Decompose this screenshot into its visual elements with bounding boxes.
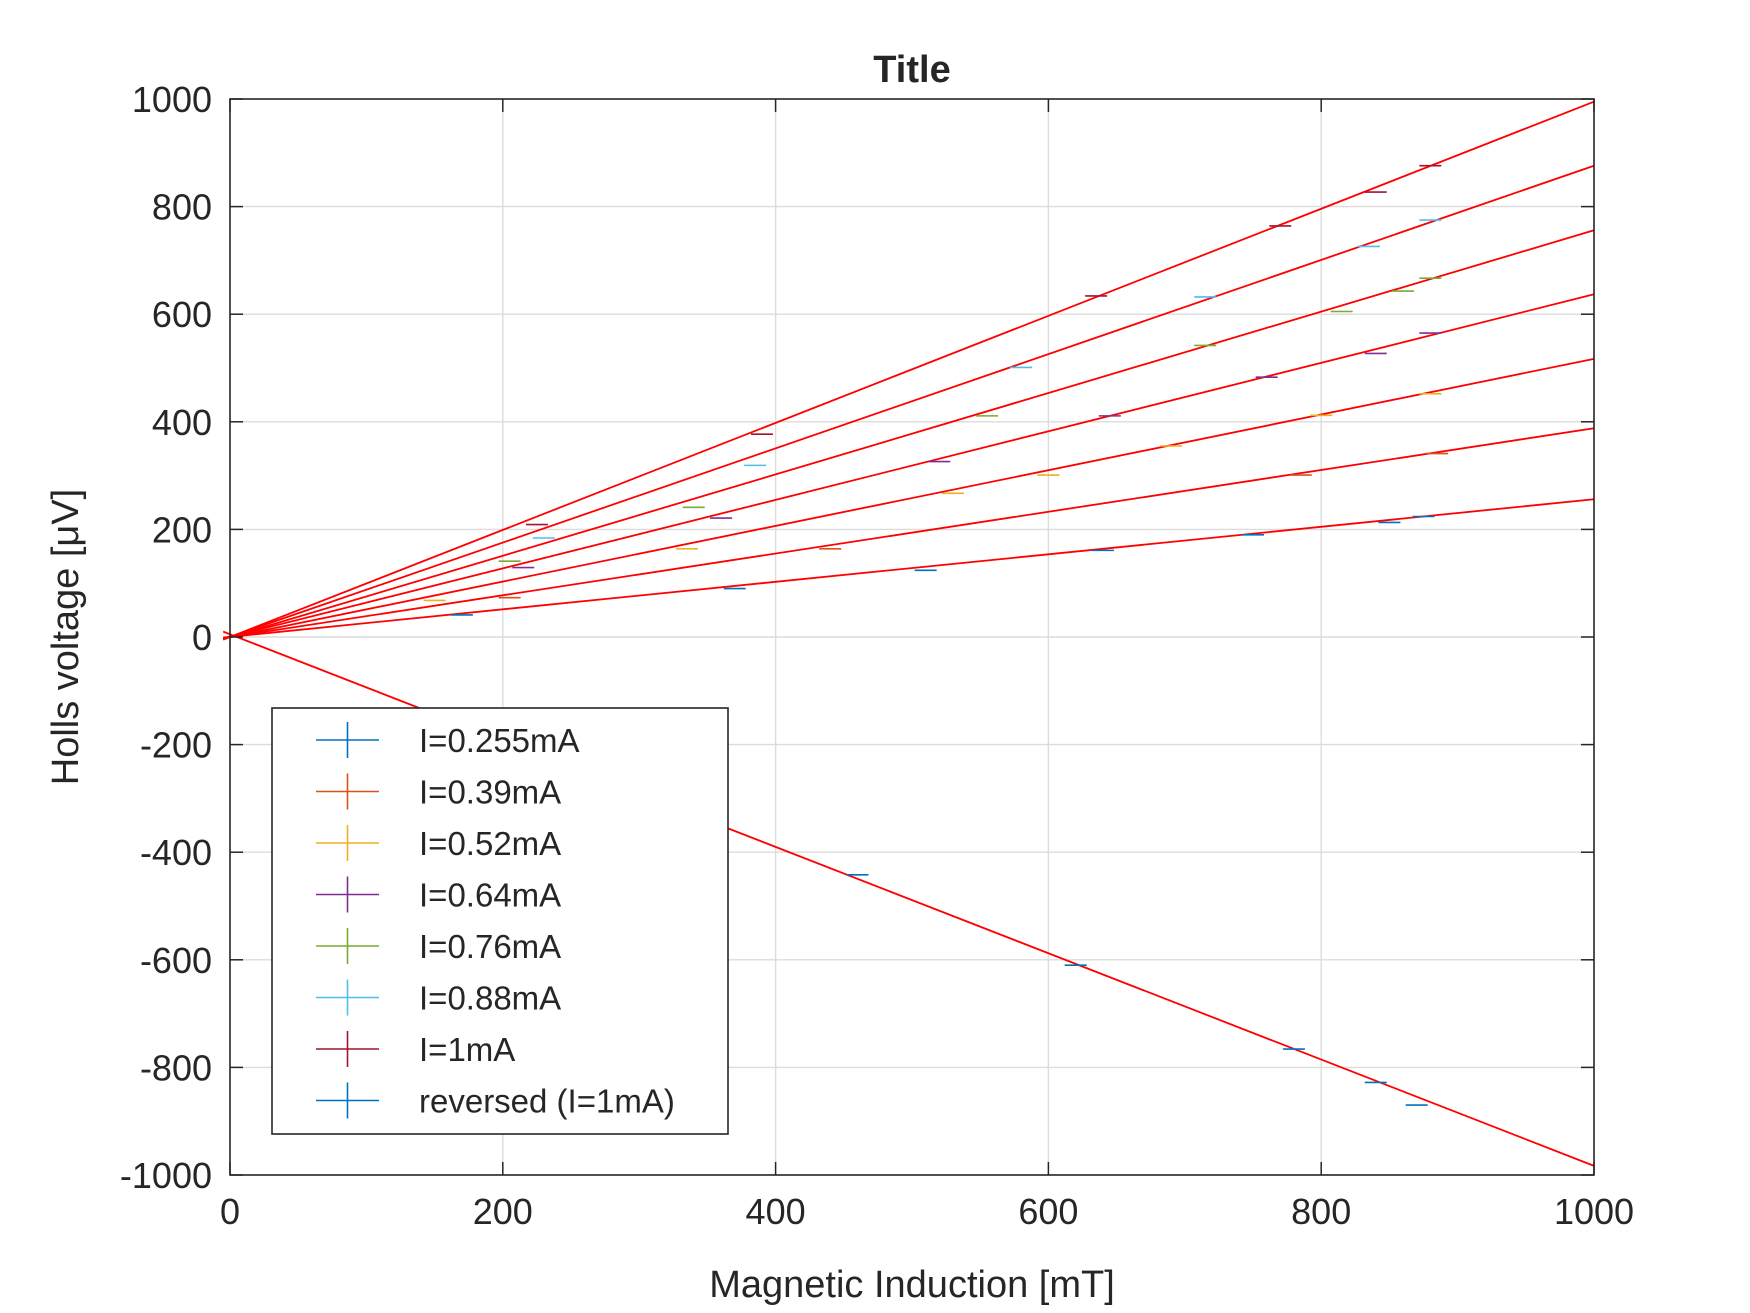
legend-entry-label: I=0.255mA xyxy=(419,722,580,759)
x-tick-label: 200 xyxy=(473,1191,533,1232)
legend-entry-label: I=0.52mA xyxy=(419,825,561,862)
series-points xyxy=(450,515,1435,616)
series-points xyxy=(512,332,1442,569)
y-tick-label: -800 xyxy=(140,1047,212,1088)
legend-box xyxy=(271,707,729,1135)
legend-entry-label: I=0.64mA xyxy=(419,877,561,914)
fit-line xyxy=(223,357,1595,640)
y-tick-label: 800 xyxy=(152,187,212,228)
series-points xyxy=(525,164,1442,526)
y-tick-label: -1000 xyxy=(120,1155,212,1196)
series-points xyxy=(846,873,1428,1106)
y-tick-label: -600 xyxy=(140,940,212,981)
legend-entry-label: I=1mA xyxy=(419,1031,515,1068)
y-axis-label: Holls voltage [μV] xyxy=(45,489,87,785)
y-tick-label: 1000 xyxy=(132,79,212,120)
fit-line xyxy=(222,229,1595,641)
series-points xyxy=(532,219,1442,539)
x-tick-label: 1000 xyxy=(1554,1191,1634,1232)
y-tick-label: 400 xyxy=(152,402,212,443)
y-tick-label: 0 xyxy=(192,617,212,658)
x-tick-label: 600 xyxy=(1018,1191,1078,1232)
x-tick-label: 400 xyxy=(746,1191,806,1232)
legend-entry-label: I=0.39mA xyxy=(419,774,561,811)
series-points xyxy=(498,452,1449,599)
data-points xyxy=(423,164,1449,1106)
y-tick-label: -200 xyxy=(140,725,212,766)
fit-line xyxy=(223,427,1595,639)
legend-entry-label: I=0.88mA xyxy=(419,980,561,1017)
y-tick-label: 600 xyxy=(152,294,212,335)
legend-entry-label: I=0.76mA xyxy=(419,928,561,965)
series-points xyxy=(423,393,1442,602)
legend: I=0.255mA I=0.39mA I=0.52mA I=0.64mA I=0.76m… xyxy=(271,707,729,1135)
x-axis-label: Magnetic Induction [mT] xyxy=(709,1264,1115,1306)
x-tick-label: 800 xyxy=(1291,1191,1351,1232)
x-tick-labels: 0 200 400 600 800 1000 xyxy=(220,1191,1634,1232)
y-tick-label: -400 xyxy=(140,832,212,873)
legend-entry-label: reversed (I=1mA) xyxy=(419,1083,675,1120)
y-tick-labels: -1000 -800 -600 -400 -200 0 200 400 600 800 1000 xyxy=(120,79,212,1196)
chart-title: Title xyxy=(873,49,950,91)
fit-line xyxy=(222,293,1595,640)
y-tick-label: 200 xyxy=(152,509,212,550)
axis-ticks xyxy=(229,98,1595,1176)
x-tick-label: 0 xyxy=(220,1191,240,1232)
series-points xyxy=(498,277,1442,562)
fit-line xyxy=(222,164,1595,641)
